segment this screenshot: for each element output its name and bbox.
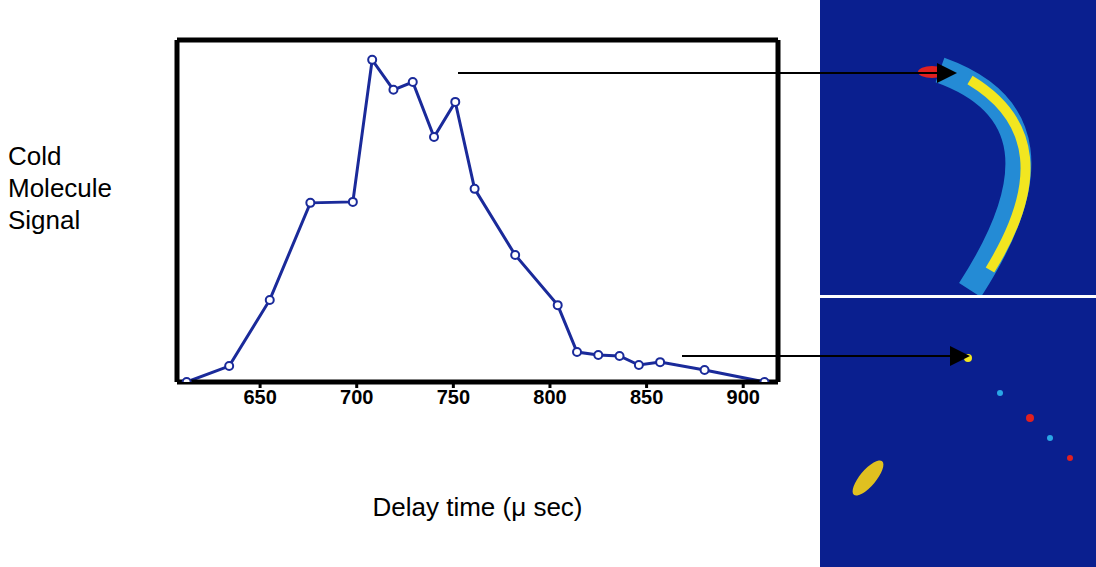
svg-text:750: 750	[437, 386, 470, 408]
svg-text:900: 900	[727, 386, 760, 408]
html-text:Cold Molecule Signal: Cold Molecule Signal	[8, 141, 113, 235]
svg-text:650: 650	[243, 386, 276, 408]
svg-text:850: 850	[630, 386, 663, 408]
svg-text:700: 700	[340, 386, 373, 408]
svg-text:800: 800	[533, 386, 566, 408]
html-text:Delay time (μ sec): Delay time (μ sec)	[372, 492, 583, 522]
